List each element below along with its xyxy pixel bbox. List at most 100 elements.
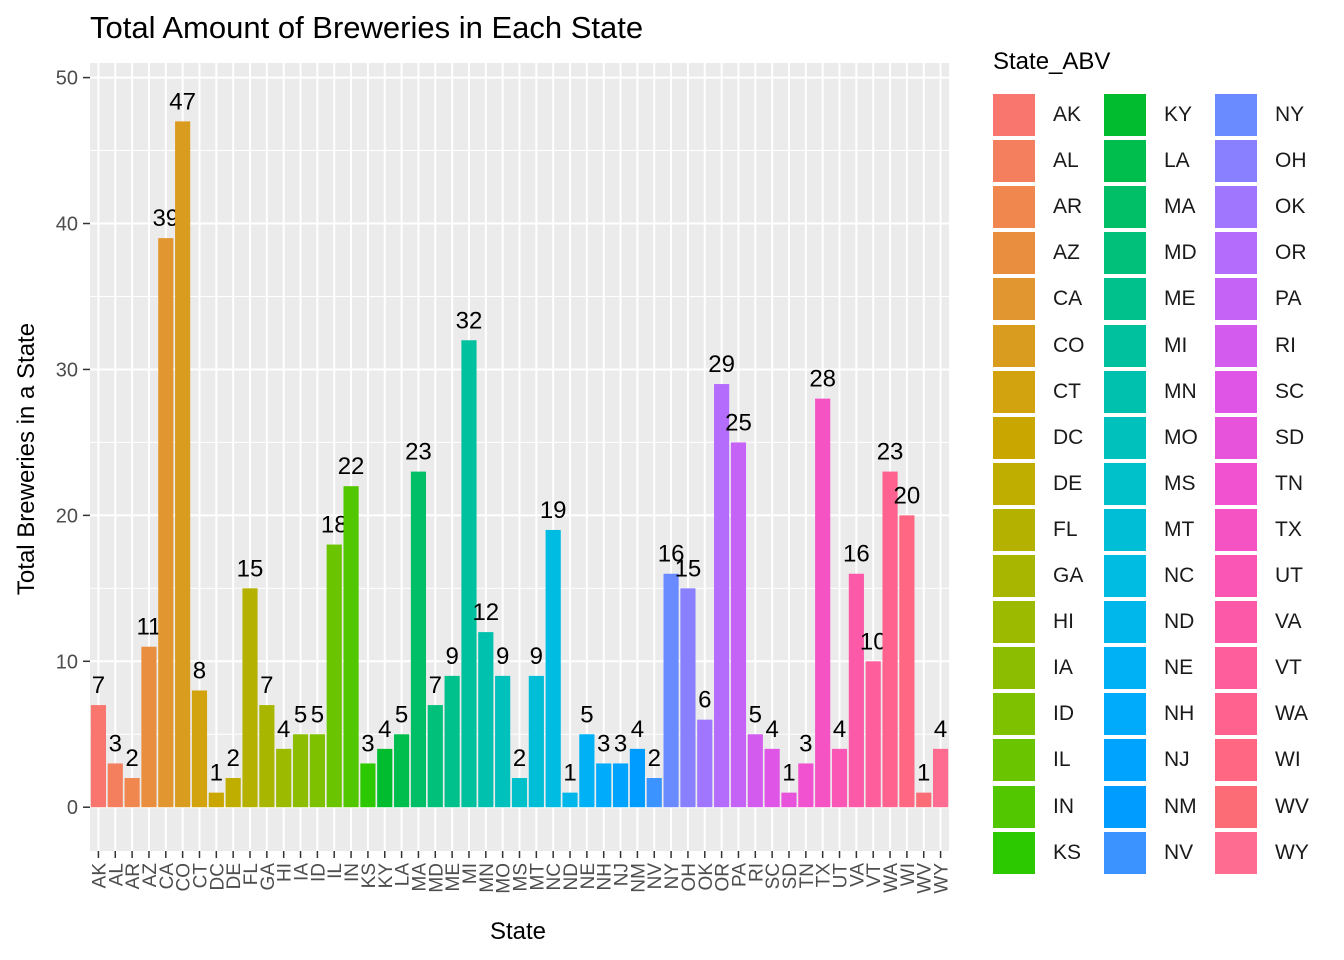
legend-label: AR: [1053, 195, 1083, 219]
bar-value-label: 5: [311, 701, 324, 728]
legend-color-key: [1215, 462, 1257, 505]
legend-color-key: [1104, 739, 1146, 782]
legend-color-key: [1215, 324, 1257, 367]
legend-color-key: [1104, 831, 1146, 874]
x-tick-label: WY: [932, 863, 953, 894]
x-tick-label: NC: [544, 863, 565, 890]
bar-value-label: 3: [614, 730, 627, 757]
bar: [932, 748, 949, 808]
x-tick-label: DC: [207, 863, 228, 890]
legend-color-key: [1215, 278, 1257, 321]
legend-color-key: [993, 370, 1035, 413]
legend-item: IA: [993, 645, 1073, 691]
legend-label: ND: [1164, 610, 1195, 634]
legend-item: MA: [1104, 184, 1196, 230]
legend-color-key: [1104, 94, 1146, 136]
legend-label: ID: [1053, 702, 1074, 726]
bar: [528, 675, 544, 808]
x-tick-label: CT: [190, 863, 211, 889]
y-tick-label: 40: [56, 214, 78, 236]
legend-item: CA: [993, 276, 1082, 322]
legend-label: CT: [1053, 379, 1081, 403]
bar-value-label: 1: [782, 760, 795, 787]
bar-value-label: 1: [563, 760, 576, 787]
x-tick-label: OR: [713, 863, 734, 892]
x-tick-label: SD: [780, 863, 801, 889]
bar: [764, 748, 780, 808]
x-tick-label: LA: [393, 863, 414, 887]
legend-color-key: [1215, 785, 1257, 828]
bar-value-label: 15: [675, 555, 702, 582]
legend-item: TN: [1215, 461, 1303, 507]
legend-label: SD: [1275, 425, 1305, 449]
legend-item: VA: [1215, 599, 1301, 645]
x-tick-label: MT: [527, 863, 548, 891]
bar: [680, 588, 696, 808]
legend-label: OH: [1275, 149, 1307, 173]
x-tick-label: TX: [814, 863, 835, 888]
x-tick-label: WA: [881, 863, 902, 893]
legend-color-key: [1104, 232, 1146, 275]
legend-color-key: [993, 186, 1035, 229]
bar-value-label: 3: [597, 730, 610, 757]
legend-label: VT: [1275, 656, 1302, 680]
legend-item: OH: [1215, 138, 1307, 184]
bar: [730, 442, 747, 808]
legend-color-key: [1215, 370, 1257, 413]
legend-color-key: [1215, 94, 1257, 136]
legend-color-key: [1104, 186, 1146, 229]
bar-value-label: 4: [277, 716, 290, 743]
x-tick-label: NM: [628, 863, 649, 893]
x-tick-label: KY: [376, 863, 397, 889]
bar-value-label: 16: [658, 541, 685, 568]
x-tick-label: CA: [157, 863, 178, 890]
x-tick-label: RI: [746, 863, 767, 882]
legend-item: ND: [1104, 599, 1194, 645]
x-tick-label: AL: [106, 863, 127, 886]
legend-label: HI: [1053, 610, 1074, 634]
bar: [444, 675, 460, 808]
legend-label: SC: [1275, 379, 1305, 403]
legend-label: VA: [1275, 610, 1302, 634]
legend-color-key: [1215, 508, 1257, 551]
legend-item: DE: [993, 461, 1082, 507]
bar-value-label: 7: [92, 672, 105, 699]
bar: [124, 778, 140, 808]
legend-item: FL: [993, 507, 1078, 553]
legend-item: OR: [1215, 230, 1307, 276]
legend-item: ID: [993, 691, 1074, 737]
bar: [478, 632, 494, 808]
bar-value-label: 11: [136, 614, 161, 641]
x-tick-label: VA: [847, 863, 868, 887]
bar-value-label: 9: [496, 643, 509, 670]
legend-label: IL: [1053, 748, 1071, 772]
x-tick-label: WI: [898, 863, 919, 886]
bar-value-label: 5: [294, 701, 307, 728]
x-tick-label: HI: [275, 863, 296, 882]
x-tick-label: OK: [696, 863, 717, 891]
x-tick-label: NV: [645, 863, 666, 890]
legend-item: WA: [1215, 691, 1308, 737]
bar-value-label: 22: [338, 453, 365, 480]
x-tick-label: UT: [831, 863, 852, 889]
legend-color-key: [993, 94, 1035, 136]
legend-color-key: [1104, 647, 1146, 690]
legend-item: NC: [1104, 553, 1194, 599]
bar-value-label: 4: [631, 716, 644, 743]
legend-color-key: [1215, 693, 1257, 736]
bar-value-label: 4: [765, 716, 778, 743]
x-tick-label: OH: [679, 863, 700, 892]
legend-color-key: [993, 508, 1035, 551]
x-tick-label: ND: [561, 863, 582, 890]
legend-item: MT: [1104, 507, 1194, 553]
legend-item: KS: [993, 830, 1081, 876]
x-tick-label: IL: [325, 863, 346, 879]
legend-label: MS: [1164, 471, 1196, 495]
legend-label: NV: [1164, 840, 1194, 864]
bar: [360, 763, 376, 808]
legend-label: MA: [1164, 195, 1196, 219]
bar: [899, 515, 915, 808]
legend-label: AZ: [1053, 241, 1080, 265]
legend-color-key: [993, 739, 1035, 782]
legend-label: FL: [1053, 517, 1078, 541]
